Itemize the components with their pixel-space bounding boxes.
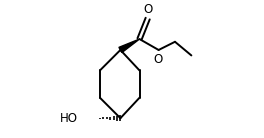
Text: O: O (154, 53, 163, 66)
Polygon shape (119, 39, 139, 53)
Text: O: O (143, 3, 152, 16)
Text: HO: HO (59, 112, 77, 125)
